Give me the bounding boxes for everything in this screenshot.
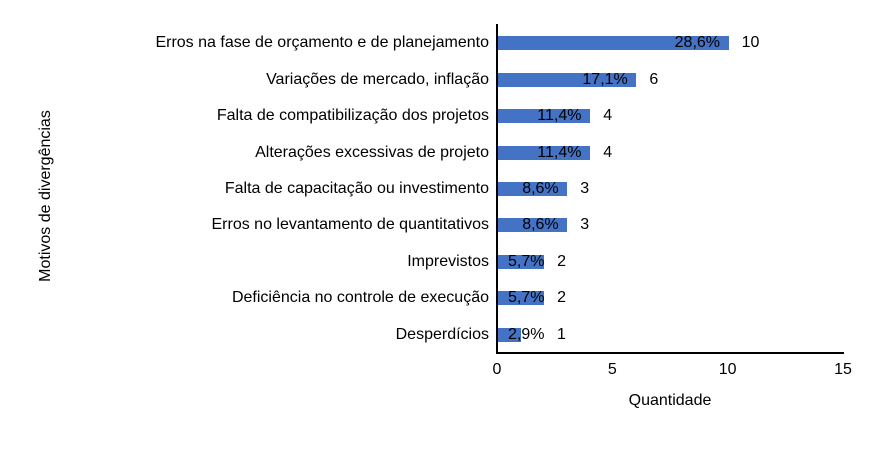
percent-label: 11,4% [537,107,582,125]
bar [498,182,568,196]
category-label: Falta de compatibilização dos projetos [216,107,489,125]
x-axis-line [496,352,844,354]
percent-label: 5,7% [508,289,545,307]
value-label: 4 [603,107,613,125]
bar [498,36,729,51]
bar [498,254,545,269]
percent-label: 8,6% [522,180,559,197]
category-label: Erros na fase de orçamento e de planejam… [155,34,489,52]
percent-label: 17,1% [582,70,628,88]
value-label: 3 [580,216,590,234]
value-label: 3 [580,180,590,197]
value-label: 6 [649,70,659,88]
value-label: 10 [741,34,760,52]
value-label: 1 [557,325,566,343]
x-tick-label: 0 [492,361,502,378]
percent-label: 5,7% [508,252,545,270]
x-tick-label: 5 [607,361,617,378]
y-axis-title: Motivos de divergências [37,110,54,282]
bar [498,327,522,342]
bar [498,291,545,306]
category-label: Falta de capacitação ou investimento [224,180,489,197]
category-label: Imprevistos [407,252,489,270]
bar [498,109,591,124]
x-tick-label: 15 [834,361,852,378]
category-label: Desperdícios [395,325,489,343]
bar [498,72,637,87]
value-label: 2 [557,252,567,270]
y-axis-line [496,24,498,354]
category-label: Alterações excessivas de projeto [255,143,489,161]
bar [498,218,568,233]
category-label: Variações de mercado, inflação [266,70,489,88]
x-axis-title: Quantidade [628,392,712,409]
category-label: Deficiência no controle de execução [231,289,489,307]
value-label: 2 [557,289,567,307]
category-label: Erros no levantamento de quantitativos [211,216,490,234]
percent-label: 8,6% [522,216,559,234]
bar [498,145,591,160]
percent-label: 11,4% [537,143,582,161]
percent-label: 2,9% [508,325,545,343]
value-label: 4 [603,143,613,161]
percent-label: 28,6% [674,34,721,52]
x-tick-label: 10 [718,361,737,378]
